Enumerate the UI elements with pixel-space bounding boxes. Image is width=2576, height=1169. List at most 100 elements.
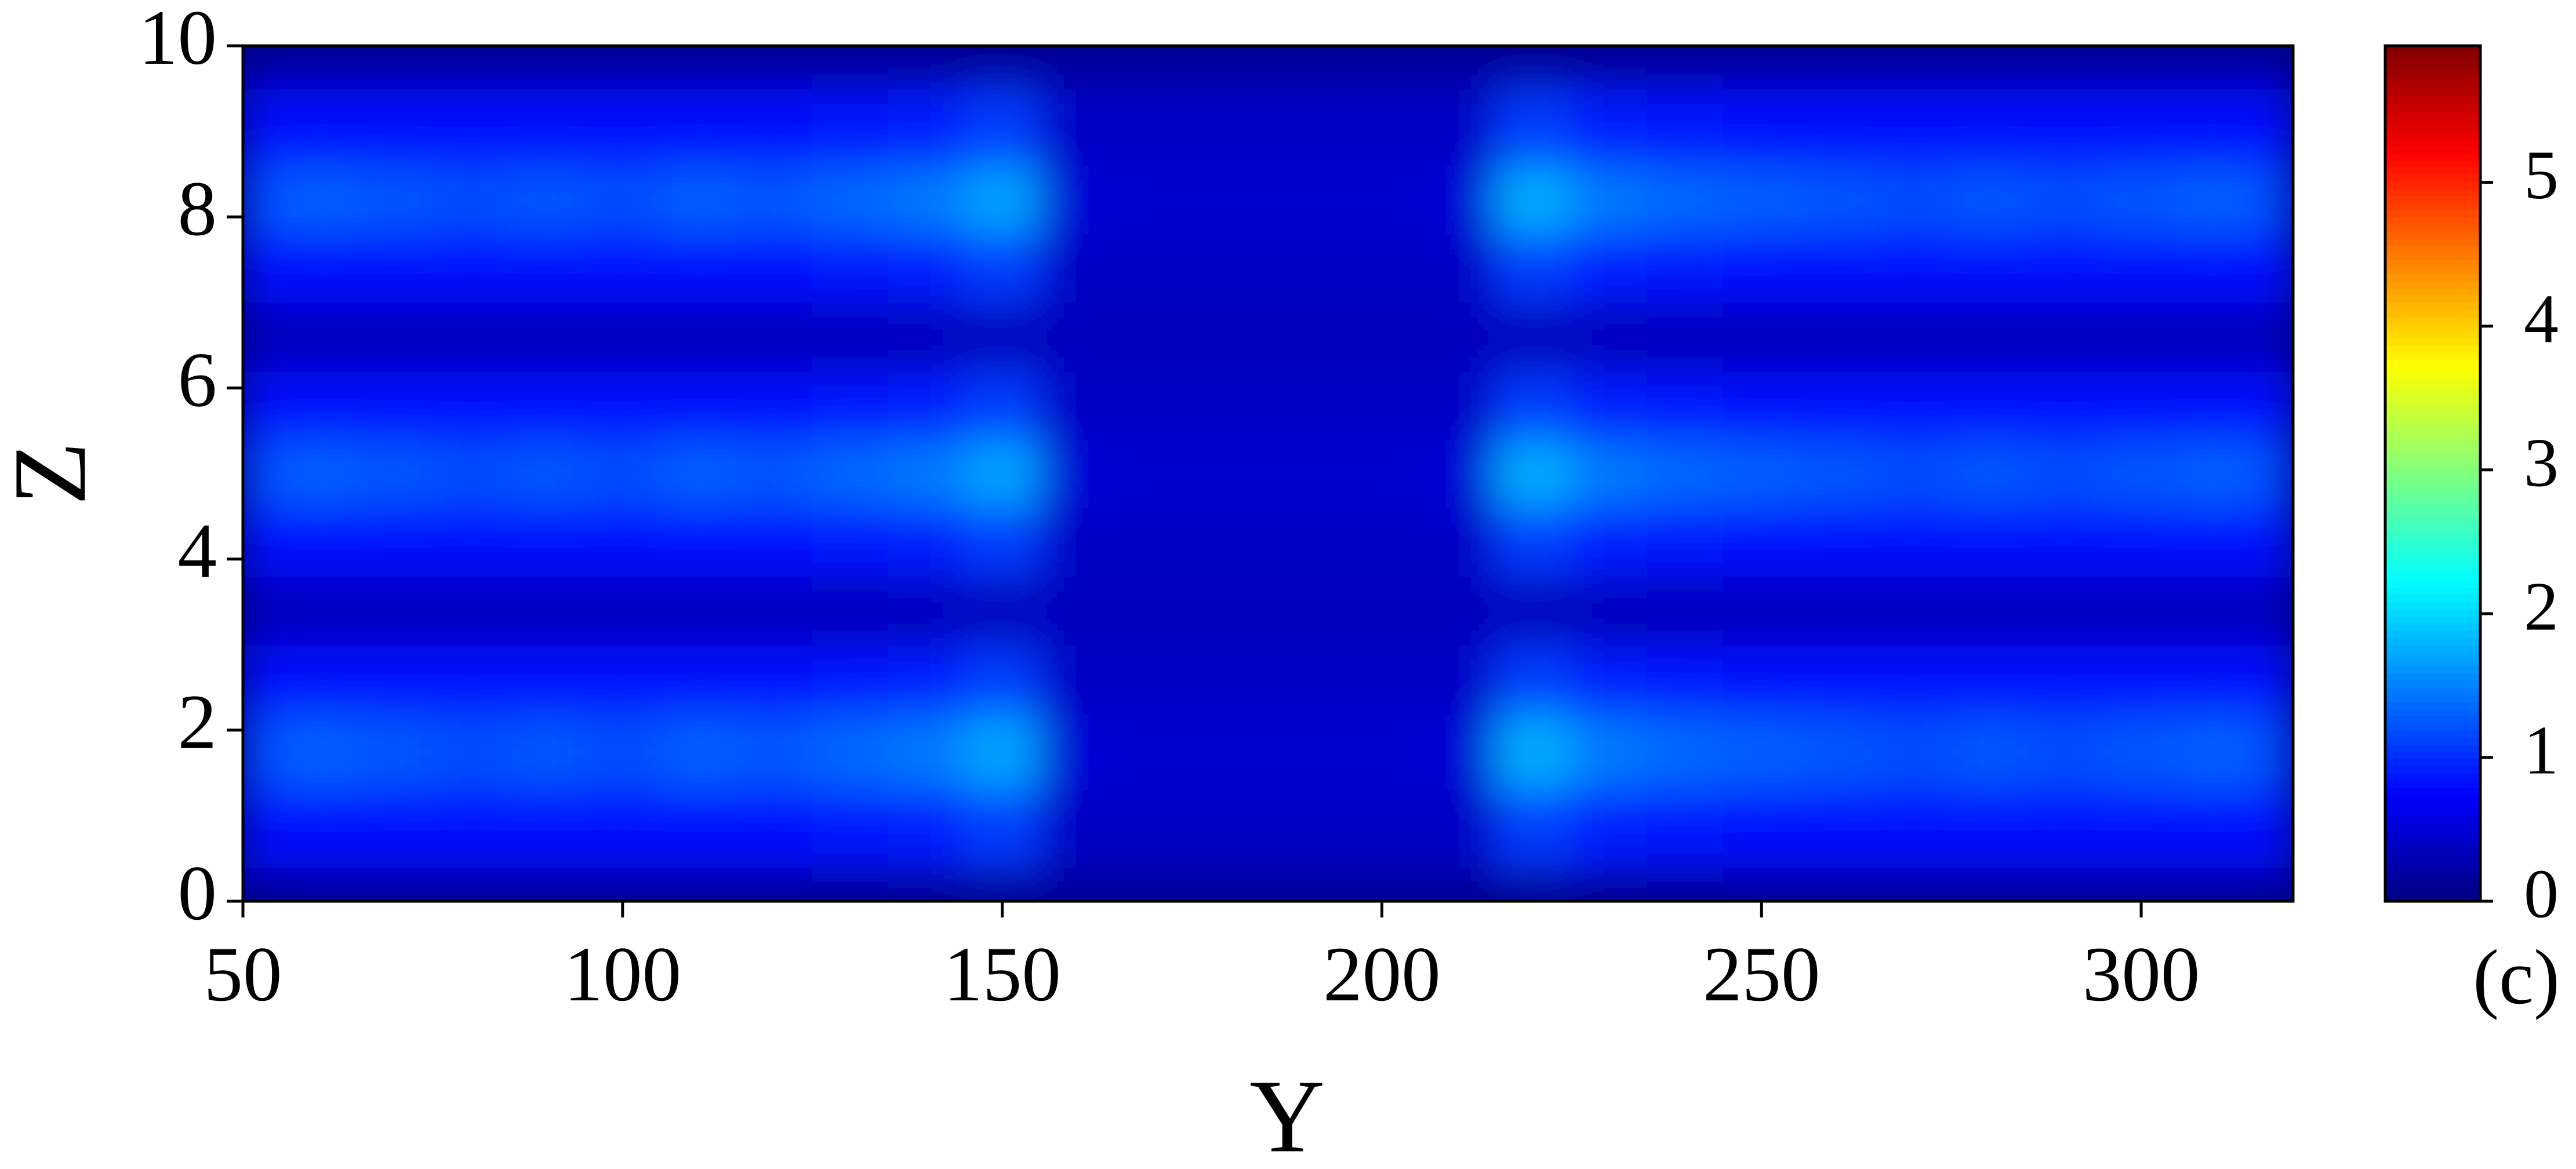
cell	[1571, 165, 1648, 235]
cell	[2026, 576, 2104, 646]
x-tick-label: 300	[2083, 931, 2200, 1018]
cell	[243, 507, 282, 577]
cell	[2102, 88, 2180, 166]
cell	[964, 712, 1041, 791]
cell	[2026, 301, 2104, 372]
colorbar-tick-label: 3	[2524, 424, 2559, 501]
cell	[2178, 789, 2256, 868]
colorbar-step	[2385, 231, 2480, 239]
cell	[2102, 370, 2180, 440]
cell	[660, 233, 737, 303]
cell	[1495, 370, 1572, 440]
colorbar-step	[2385, 323, 2480, 332]
cell	[1647, 438, 1724, 509]
cell	[1116, 88, 1193, 166]
cell	[1116, 165, 1193, 235]
colorbar-step	[2385, 658, 2480, 667]
cell	[432, 712, 510, 791]
cell	[888, 233, 965, 303]
colorbar-step	[2385, 260, 2480, 268]
colorbar-step	[2385, 224, 2480, 232]
cell	[1267, 46, 1345, 89]
colorbar-step	[2385, 67, 2480, 75]
colorbar-step	[2385, 880, 2480, 888]
y-tick-label: 4	[178, 508, 217, 595]
cell	[1040, 88, 1117, 166]
cell	[964, 233, 1041, 303]
cell	[1647, 866, 1724, 901]
cell	[964, 789, 1041, 868]
colorbar-step	[2385, 274, 2480, 282]
cell	[1116, 46, 1193, 89]
cell	[1950, 712, 2028, 791]
cell	[584, 866, 662, 901]
cell	[1571, 866, 1648, 901]
cell	[243, 712, 282, 791]
cell	[1950, 438, 2028, 509]
colorbar-step	[2385, 381, 2480, 389]
colorbar-step	[2385, 359, 2480, 367]
cell	[964, 165, 1041, 235]
cell	[280, 866, 358, 901]
colorbar-step	[2385, 815, 2480, 824]
colorbar-tick-label: 4	[2524, 280, 2559, 357]
cell	[1950, 644, 2028, 714]
cell	[1950, 301, 2028, 372]
colorbar-step	[2385, 423, 2480, 431]
cell	[2026, 712, 2104, 791]
heatmap	[243, 46, 2293, 901]
cell	[1495, 644, 1572, 714]
colorbar-step	[2385, 602, 2480, 610]
cell	[508, 644, 586, 714]
y-axis-label: Z	[0, 442, 107, 505]
y-tick-label: 10	[139, 0, 217, 81]
cell	[1116, 576, 1193, 646]
cell	[2178, 507, 2256, 577]
cell	[508, 712, 586, 791]
cell	[1647, 46, 1724, 89]
cell	[1874, 866, 1952, 901]
cell	[2026, 46, 2104, 89]
cell	[584, 88, 662, 166]
cell	[1343, 507, 1420, 577]
cell	[1874, 712, 1952, 791]
cell	[2254, 46, 2293, 89]
cell	[888, 370, 965, 440]
cell	[1950, 789, 2028, 868]
cell	[356, 507, 434, 577]
cell	[1191, 233, 1269, 303]
cell	[812, 233, 889, 303]
cell	[1040, 370, 1117, 440]
cell	[280, 301, 358, 372]
cell	[812, 438, 889, 509]
cell	[1040, 507, 1117, 577]
x-tick-label: 250	[1703, 931, 1821, 1018]
cell	[660, 576, 737, 646]
cell	[1191, 46, 1269, 89]
cell	[812, 789, 889, 868]
cells	[243, 46, 2293, 901]
cell	[1267, 165, 1345, 235]
cell	[432, 789, 510, 868]
cell	[2178, 438, 2256, 509]
colorbar-step	[2385, 145, 2480, 154]
cell	[508, 46, 586, 89]
colorbar-step	[2385, 623, 2480, 631]
cell	[1571, 789, 1648, 868]
cell	[2102, 507, 2180, 577]
cell	[1267, 712, 1345, 791]
cell	[964, 644, 1041, 714]
cell	[2254, 866, 2293, 901]
cell	[356, 165, 434, 235]
cell	[1799, 789, 1876, 868]
colorbar-step	[2385, 716, 2480, 724]
cell	[812, 88, 889, 166]
cell	[1040, 46, 1117, 89]
cell	[1723, 88, 1800, 166]
colorbar-step	[2385, 81, 2480, 89]
cell	[1116, 789, 1193, 868]
cell	[2178, 712, 2256, 791]
cell	[2026, 866, 2104, 901]
cell	[2026, 644, 2104, 714]
cell	[1647, 576, 1724, 646]
